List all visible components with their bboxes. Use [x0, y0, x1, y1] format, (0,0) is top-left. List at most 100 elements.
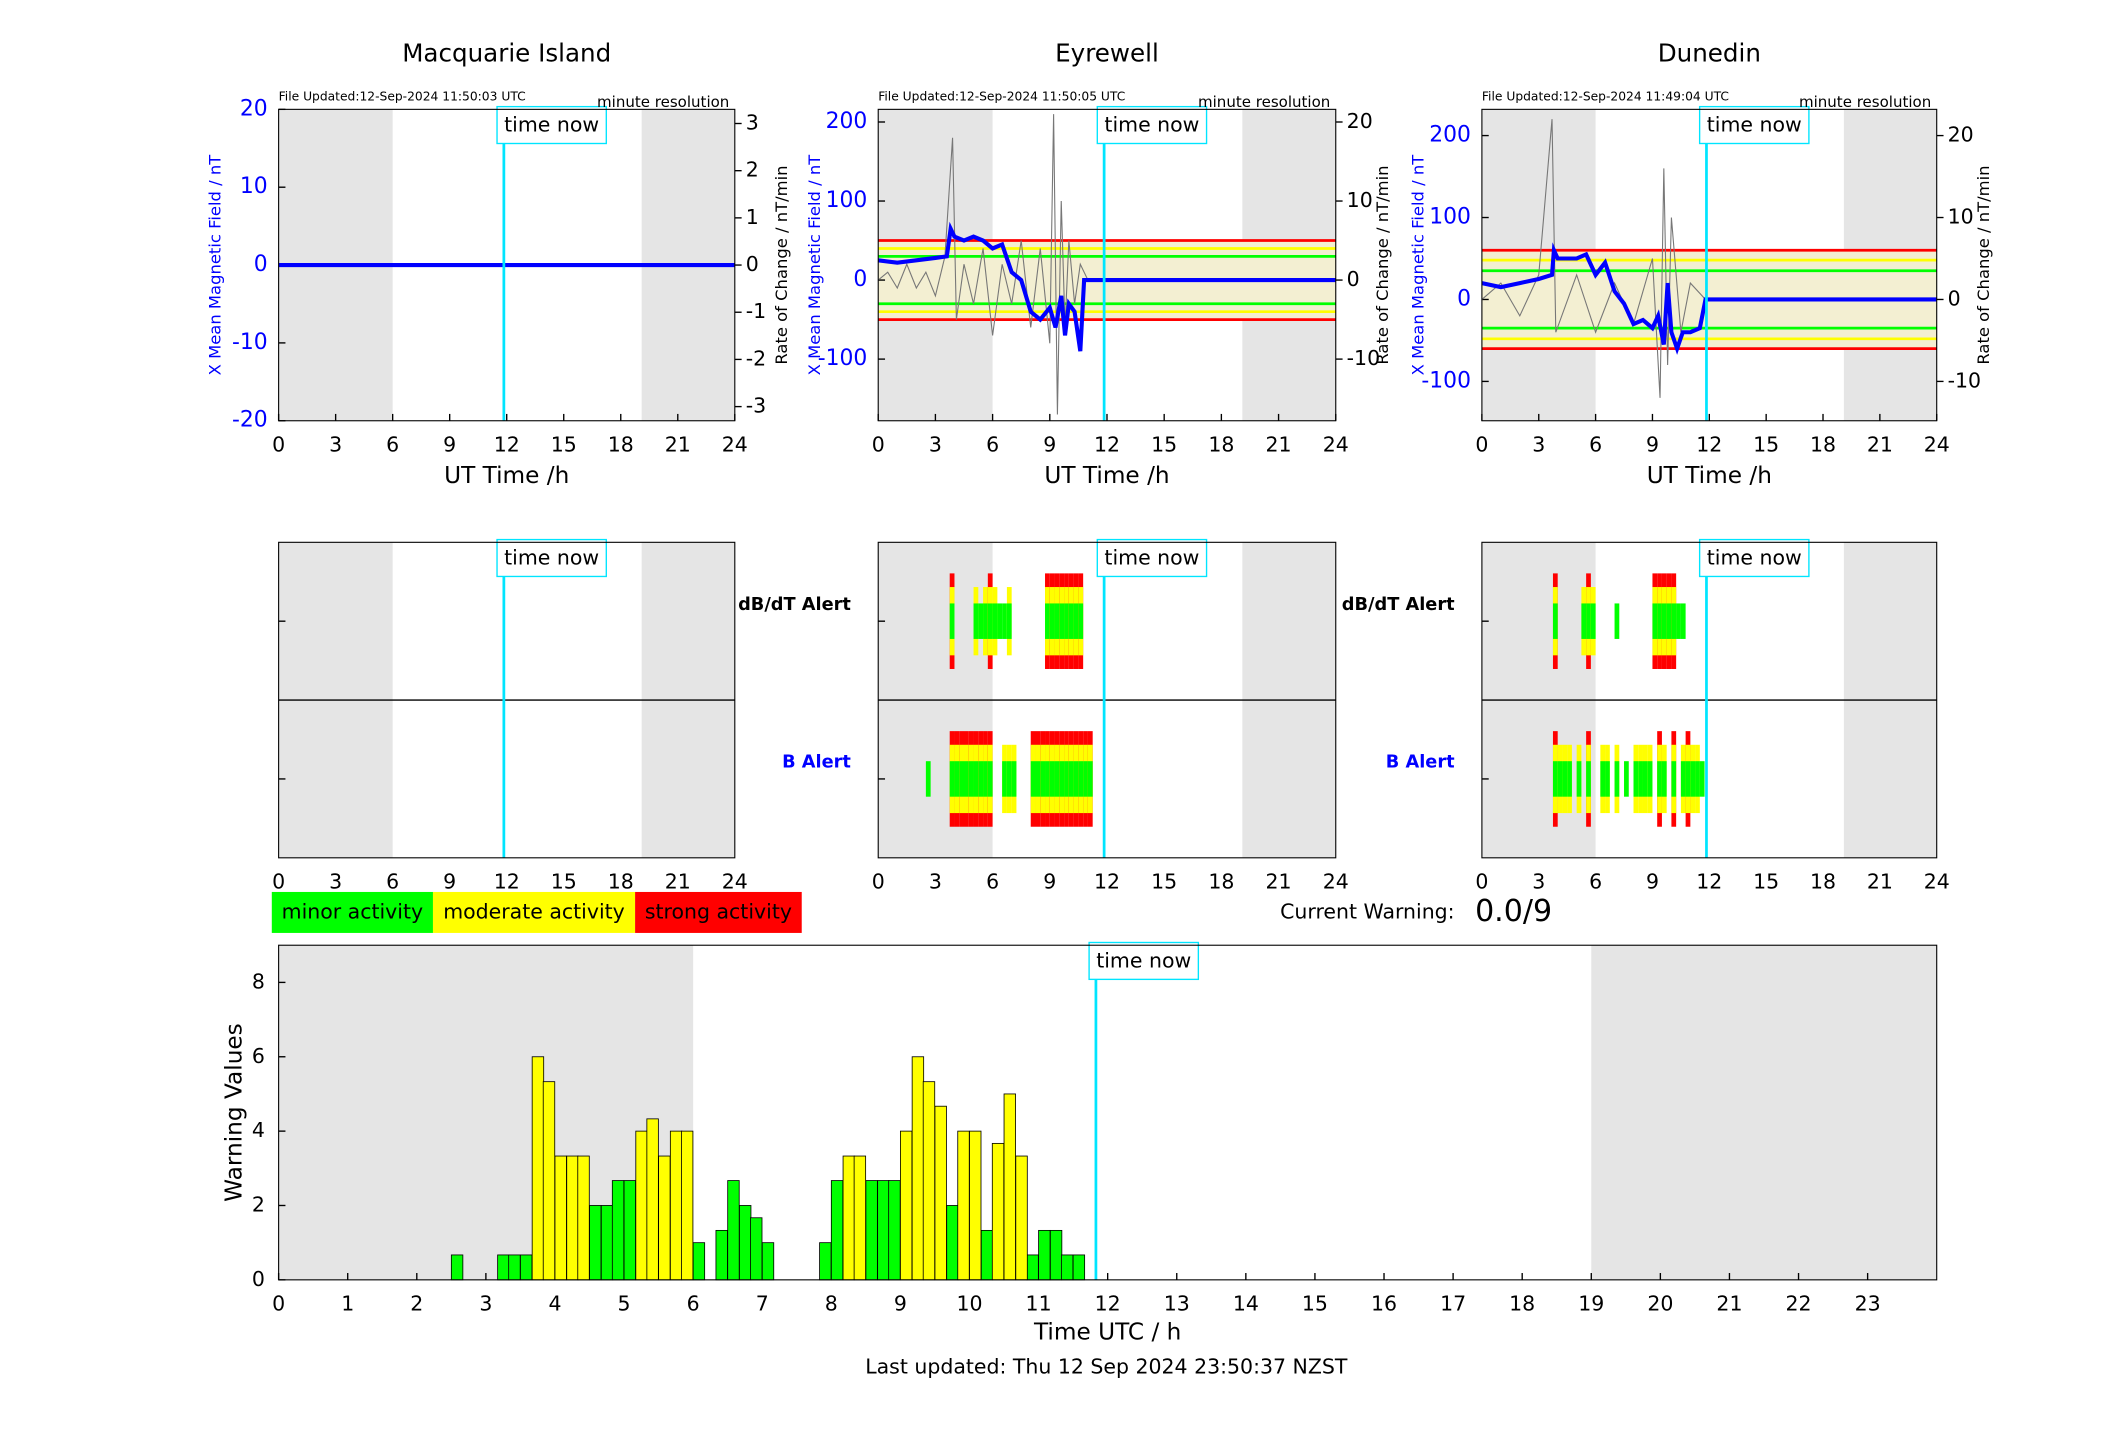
alert-block [1676, 603, 1681, 639]
x-tick-label: 0 [1475, 432, 1488, 456]
legend-label: minor activity [282, 899, 424, 923]
alert-block [1035, 761, 1041, 797]
alert-block [1064, 603, 1069, 639]
x-tick-label: 21 [1716, 1291, 1742, 1315]
x-tick-label: 15 [1753, 432, 1779, 456]
time-now-box [1698, 105, 1810, 145]
x-tick-label: 17 [1440, 1291, 1466, 1315]
x-tick-label: 15 [1151, 432, 1177, 456]
time-now-label: time now [1707, 113, 1802, 137]
alert-block [959, 761, 965, 797]
bar [542, 1081, 556, 1281]
axes-frame [877, 108, 1337, 422]
x-tick-label: 24 [1323, 869, 1349, 893]
resolution: minute resolution [1799, 93, 1931, 111]
alert-block [1557, 761, 1563, 797]
x-tick-label: 21 [1266, 869, 1292, 893]
bar [911, 1056, 925, 1281]
x-tick-label: 3 [479, 1291, 492, 1315]
time-now-label: time now [1104, 113, 1199, 137]
alert-block [992, 603, 998, 639]
alert-block [1657, 603, 1662, 639]
bar [727, 1180, 740, 1281]
x-tick-label: 3 [329, 869, 342, 893]
x-tick-label: 20 [1647, 1291, 1673, 1315]
bar [589, 1205, 602, 1281]
y2-tick-label: 0 [1948, 286, 1961, 310]
bar [658, 1155, 671, 1281]
x-tick-label: 0 [1475, 869, 1488, 893]
alert-block [1006, 603, 1012, 639]
y2-axis-label: Rate of Change / nT/min [1974, 165, 1993, 364]
footer: Last updated: Thu 12 Sep 2024 23:50:37 N… [865, 1354, 1348, 1378]
y2-tick-label: -10 [1948, 368, 1981, 392]
alert-block [1068, 603, 1074, 639]
alert-block [983, 603, 988, 639]
bar [577, 1155, 590, 1281]
file-updated: File Updated:12-Sep-2024 11:50:03 UTC [279, 90, 526, 104]
alert-block [1638, 761, 1643, 797]
bar [635, 1130, 648, 1281]
legend-swatch [635, 891, 802, 933]
night-shading [1591, 945, 1937, 1280]
alert-block [1671, 603, 1677, 639]
y-tick-label: 4 [252, 1118, 265, 1142]
x-tick-label: 21 [1867, 869, 1893, 893]
y-tick-label: -10 [232, 330, 268, 355]
y2-tick-label: 0 [746, 252, 759, 276]
x-tick-label: 12 [1696, 869, 1722, 893]
alert-block [1680, 603, 1686, 639]
y-tick-label: 200 [1429, 123, 1471, 148]
alert-block [1083, 761, 1088, 797]
alert-block [1600, 761, 1606, 797]
y2-tick-label: 3 [746, 111, 759, 135]
alert-block [1590, 603, 1596, 639]
x-axis-label: UT Time /h [1647, 462, 1772, 489]
y-tick-label: 0 [853, 267, 867, 292]
x-tick-label: 6 [986, 432, 999, 456]
alert-block [1661, 761, 1667, 797]
alert-block [987, 603, 993, 639]
chart-title: Macquarie Island [402, 39, 611, 68]
chart-title: Eyrewell [1055, 39, 1159, 68]
x-tick-label: 11 [1026, 1291, 1052, 1315]
alert-block [925, 761, 931, 797]
x-tick-label: 15 [551, 869, 577, 893]
alert-block [1690, 761, 1696, 797]
y-axis-label: Warning Values [220, 1023, 247, 1202]
y2-tick-label: -1 [746, 299, 766, 323]
series-line [1481, 242, 1937, 355]
x-tick-label: 9 [1646, 432, 1659, 456]
alert-block [1045, 761, 1050, 797]
x-tick-label: 0 [272, 432, 285, 456]
current-warning-label: Current Warning: [1280, 899, 1454, 923]
resolution: minute resolution [597, 93, 729, 111]
alert-block [997, 603, 1003, 639]
x-tick-label: 21 [665, 869, 691, 893]
y-tick-label: -20 [232, 408, 268, 433]
x-tick-label: 2 [410, 1291, 423, 1315]
bar [969, 1130, 982, 1281]
y-tick-label: -100 [818, 346, 868, 371]
x-tick-label: 18 [608, 432, 634, 456]
alert-label: dB/dT Alert [738, 595, 851, 615]
legend-swatch [432, 891, 636, 933]
bar [531, 1056, 545, 1281]
alert-block [1586, 603, 1591, 639]
alert-block [968, 761, 974, 797]
x-tick-label: 6 [386, 869, 399, 893]
bar [611, 1180, 625, 1281]
x-tick-label: 24 [1323, 432, 1349, 456]
x-tick-label: 7 [756, 1291, 769, 1315]
y-axis-label: X Mean Magnetic Field / nT [1409, 154, 1428, 376]
bar [934, 1105, 947, 1281]
bar [1060, 1254, 1074, 1281]
alert-block [1633, 761, 1639, 797]
series-line [877, 221, 1336, 352]
bar [1015, 1155, 1028, 1281]
x-tick-label: 9 [894, 1291, 907, 1315]
bar [1026, 1254, 1039, 1281]
y-tick-label: 100 [826, 188, 868, 213]
x-tick-label: 21 [1867, 432, 1893, 456]
axes-frame [877, 541, 1337, 859]
